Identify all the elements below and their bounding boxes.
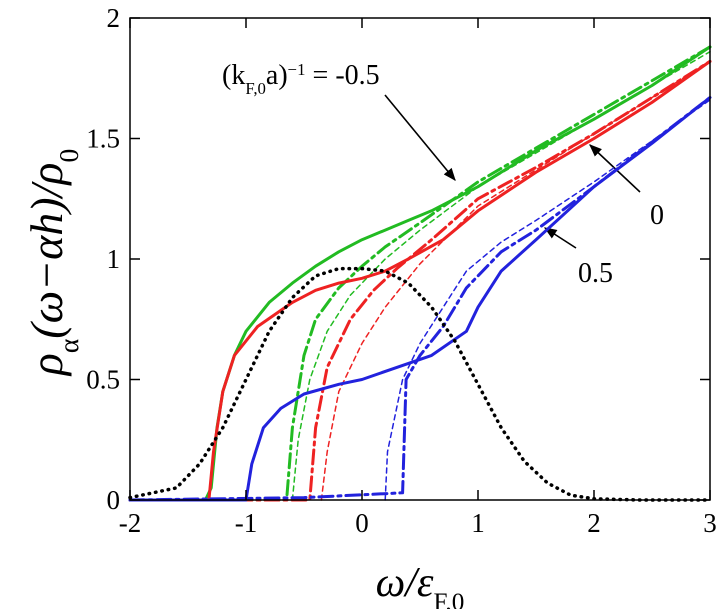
text-part: ω/ε bbox=[376, 560, 434, 606]
text-part: −1 bbox=[288, 60, 306, 79]
arrow bbox=[589, 144, 641, 193]
text-part: 0 bbox=[53, 149, 84, 163]
y-tick-label: 0 bbox=[107, 485, 121, 515]
x-axis-label: ω/εF,0 bbox=[376, 560, 465, 609]
text-part: (ω−αh)/ρ bbox=[21, 163, 72, 339]
text-part: 0 bbox=[650, 200, 664, 231]
annotation: (kF,0a)−1 = -0.5 bbox=[222, 60, 380, 98]
x-tick-label: -1 bbox=[235, 508, 258, 538]
series-line bbox=[291, 50, 711, 501]
text-part: ρ bbox=[21, 353, 72, 377]
y-tick-label: 0.5 bbox=[86, 365, 120, 395]
series-line bbox=[128, 45, 712, 502]
text-part: F,0 bbox=[245, 79, 266, 98]
text-part: (k bbox=[222, 60, 245, 91]
arrow bbox=[384, 94, 456, 181]
y-axis-label: ρα(ω−αh)/ρ0 bbox=[21, 149, 84, 378]
annotation: 0.5 bbox=[578, 258, 613, 289]
series-line bbox=[128, 59, 712, 502]
x-tick-label: 1 bbox=[471, 508, 485, 538]
series-line bbox=[128, 96, 712, 502]
y-tick-label: 1.5 bbox=[86, 124, 120, 154]
text-part: 0.5 bbox=[578, 258, 613, 289]
text-part: a) bbox=[266, 60, 288, 91]
annotation: 0 bbox=[650, 200, 664, 231]
x-tick-label: -2 bbox=[119, 508, 142, 538]
arrow bbox=[543, 227, 577, 249]
y-tick-label: 2 bbox=[107, 3, 121, 33]
x-tick-label: 2 bbox=[587, 508, 601, 538]
text-part: F,0 bbox=[433, 589, 464, 609]
x-tick-label: 3 bbox=[703, 508, 717, 538]
series-line bbox=[320, 60, 711, 501]
series-line bbox=[128, 266, 712, 502]
text-part: α bbox=[53, 339, 84, 353]
y-tick-label: 1 bbox=[107, 244, 121, 274]
series-line bbox=[384, 99, 711, 501]
series-line bbox=[128, 59, 712, 502]
text-part: = -0.5 bbox=[306, 60, 380, 91]
annotation-arrows bbox=[384, 94, 641, 249]
x-tick-label: 0 bbox=[355, 508, 369, 538]
